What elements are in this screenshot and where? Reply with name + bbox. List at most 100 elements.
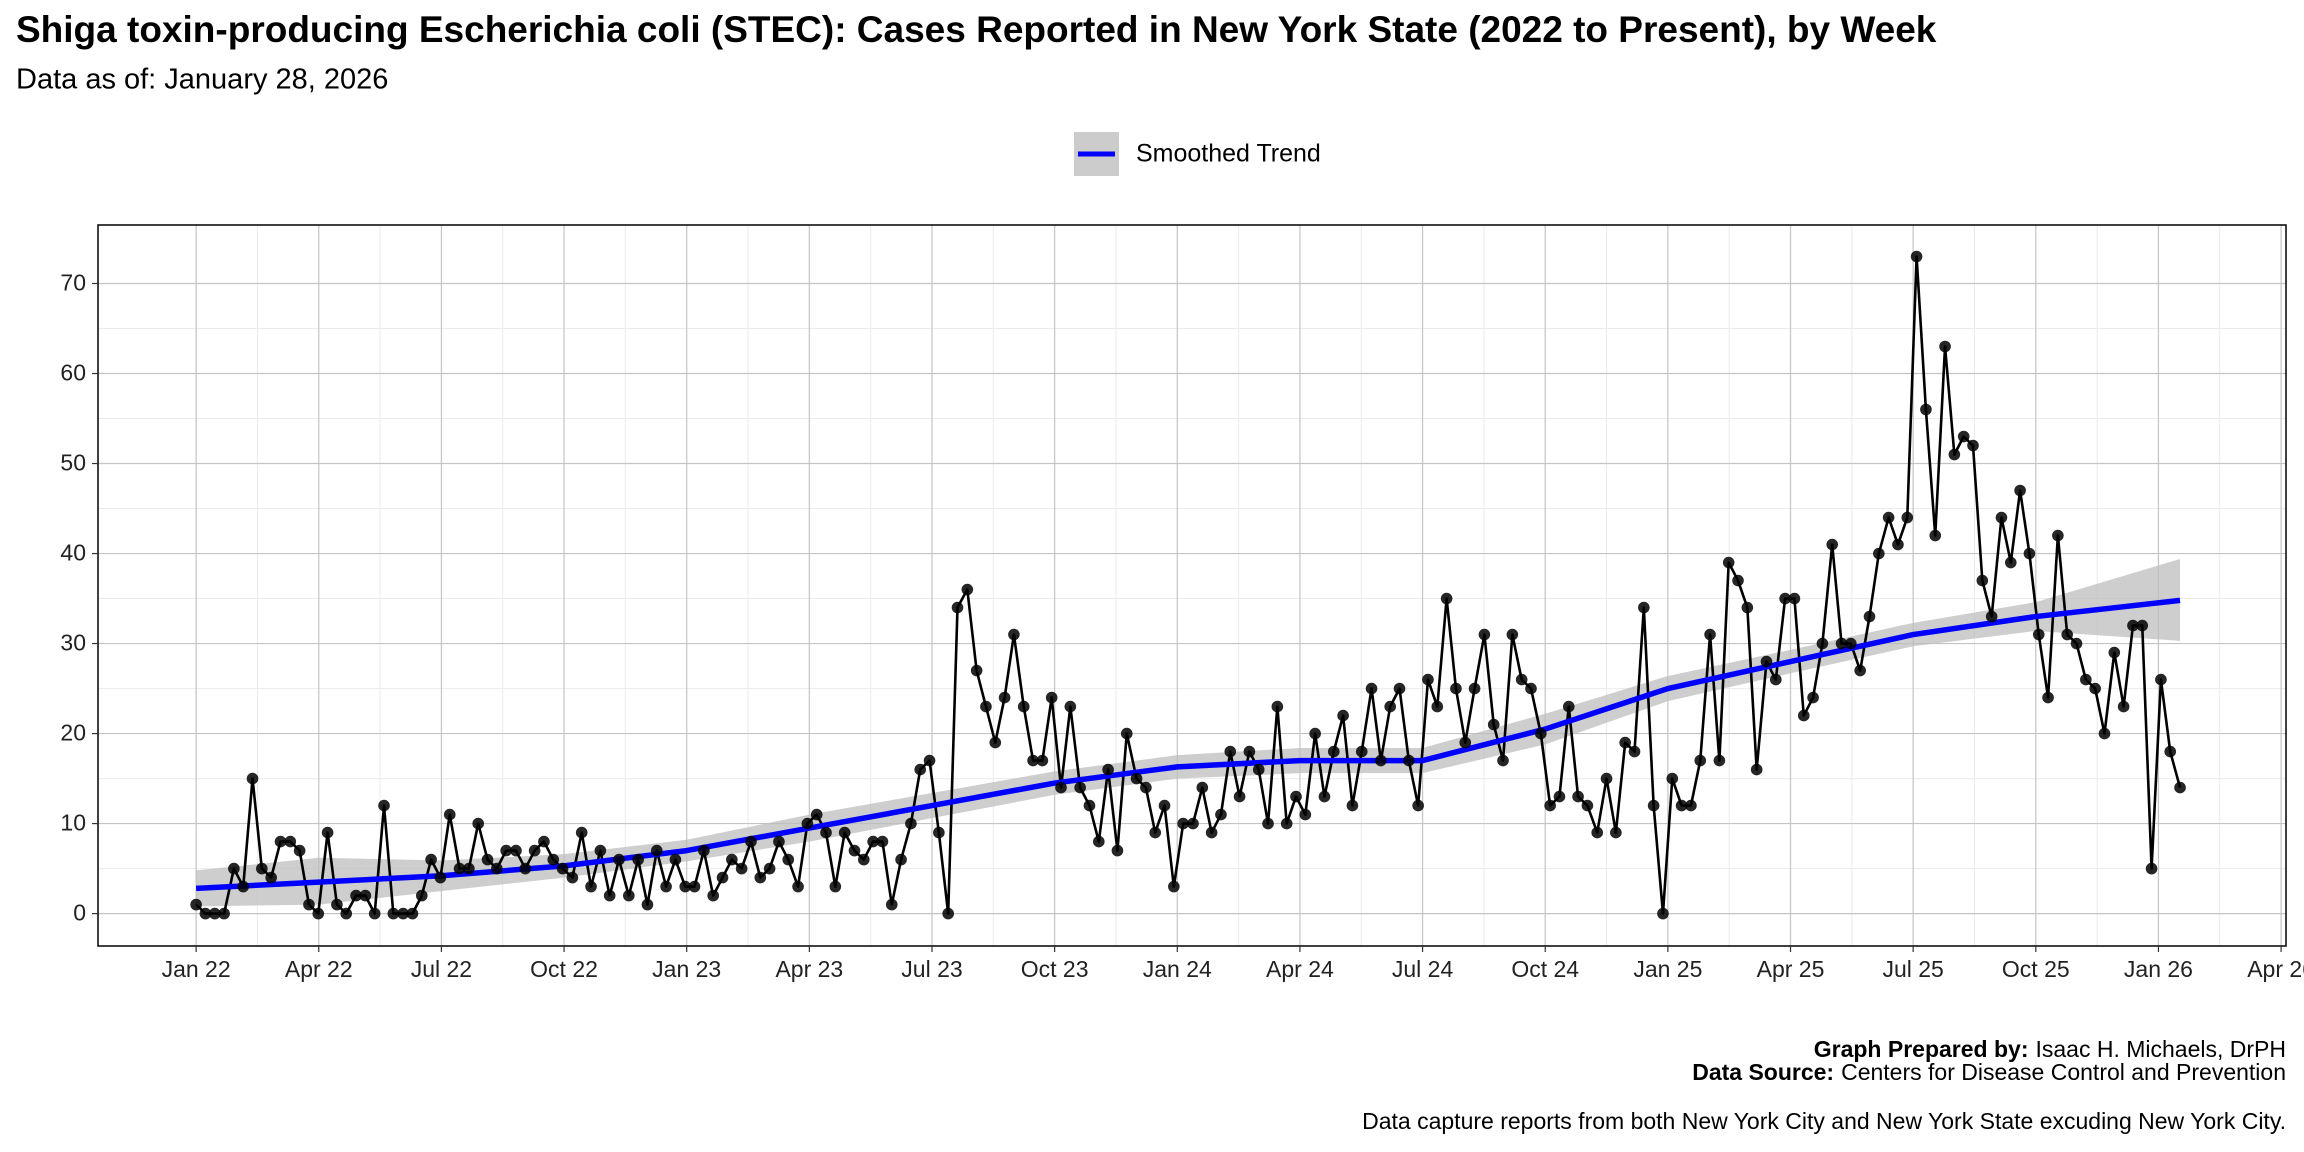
data-point bbox=[1553, 790, 1566, 803]
data-point bbox=[867, 835, 879, 848]
data-point bbox=[1478, 628, 1491, 641]
data-point bbox=[1158, 799, 1171, 812]
data-point bbox=[623, 889, 635, 902]
data-point bbox=[481, 853, 494, 866]
data-point bbox=[1487, 718, 1500, 731]
data-point bbox=[980, 700, 992, 713]
data-point bbox=[650, 844, 663, 857]
data-point bbox=[463, 862, 475, 875]
data-point bbox=[321, 826, 334, 839]
data-point bbox=[1657, 907, 1669, 920]
data-point bbox=[1600, 772, 1613, 785]
data-point bbox=[1638, 601, 1650, 614]
data-point bbox=[2127, 619, 2139, 632]
x-tick-label: Apr 26 bbox=[2247, 956, 2304, 982]
data-point bbox=[293, 844, 306, 857]
data-point bbox=[1346, 799, 1359, 812]
data-point bbox=[491, 862, 503, 875]
data-point bbox=[265, 871, 277, 884]
caption-note: Data capture reports from both New York … bbox=[1362, 1108, 2286, 1134]
data-point bbox=[1262, 817, 1274, 830]
data-point bbox=[1233, 790, 1246, 803]
data-point bbox=[350, 889, 362, 902]
data-point bbox=[2070, 637, 2083, 650]
data-point bbox=[368, 907, 381, 920]
data-point bbox=[848, 844, 861, 857]
data-point bbox=[1957, 430, 1970, 443]
data-point bbox=[914, 763, 927, 776]
data-point bbox=[519, 862, 532, 875]
data-point bbox=[1572, 790, 1584, 803]
x-tick-label: Oct 23 bbox=[1021, 956, 1089, 982]
data-point bbox=[1619, 736, 1631, 749]
data-point bbox=[1045, 691, 1058, 704]
data-point bbox=[594, 844, 607, 857]
data-point bbox=[359, 889, 372, 902]
data-point bbox=[970, 664, 983, 677]
caption-value: Centers for Disease Control and Preventi… bbox=[1841, 1059, 2286, 1085]
data-point bbox=[1788, 592, 1801, 605]
data-point bbox=[1535, 727, 1547, 740]
data-point bbox=[2155, 673, 2167, 686]
data-point bbox=[218, 907, 230, 920]
data-point bbox=[613, 853, 625, 866]
data-point bbox=[1939, 340, 1951, 353]
data-point bbox=[1055, 781, 1067, 794]
data-point bbox=[2080, 673, 2092, 686]
data-point bbox=[1450, 682, 1462, 695]
data-point bbox=[923, 754, 936, 767]
y-tick-label: 30 bbox=[60, 630, 86, 656]
data-point bbox=[472, 817, 485, 830]
data-point bbox=[829, 880, 842, 893]
data-point bbox=[585, 880, 597, 893]
data-point bbox=[1863, 610, 1876, 623]
data-point bbox=[2089, 682, 2101, 695]
legend-label: Smoothed Trend bbox=[1136, 140, 1321, 168]
x-tick-label: Oct 22 bbox=[530, 956, 598, 982]
data-point bbox=[1092, 835, 1105, 848]
data-point bbox=[1882, 511, 1895, 524]
legend: Smoothed Trend bbox=[1074, 132, 1321, 176]
data-point bbox=[500, 844, 512, 857]
x-tick-label: Jul 23 bbox=[901, 956, 962, 982]
data-point bbox=[1243, 745, 1256, 758]
caption-label: Graph Prepared by: bbox=[1814, 1036, 2029, 1062]
data-point bbox=[1459, 736, 1472, 749]
data-point bbox=[1976, 574, 1989, 587]
data-point bbox=[679, 880, 692, 893]
x-tick-label: Jul 22 bbox=[411, 956, 472, 982]
y-tick-label: 20 bbox=[60, 720, 86, 746]
data-point bbox=[998, 691, 1011, 704]
data-point bbox=[1666, 772, 1679, 785]
chart-subtitle: Data as of: January 28, 2026 bbox=[16, 64, 388, 96]
data-point bbox=[961, 583, 974, 596]
data-point bbox=[331, 898, 343, 911]
data-point bbox=[1468, 682, 1481, 695]
data-point bbox=[1027, 754, 1039, 767]
data-point bbox=[1337, 709, 1349, 722]
x-tick-label: Oct 25 bbox=[2002, 956, 2070, 982]
data-point bbox=[1713, 754, 1726, 767]
data-point bbox=[1384, 700, 1396, 713]
data-point bbox=[1845, 637, 1857, 650]
data-point bbox=[1826, 538, 1839, 551]
x-tick-label: Apr 24 bbox=[1266, 956, 1334, 982]
confidence-band bbox=[196, 558, 2181, 907]
data-point bbox=[1036, 754, 1049, 767]
y-tick-label: 0 bbox=[73, 900, 86, 926]
data-point bbox=[256, 862, 268, 875]
x-tick-label: Jan 23 bbox=[652, 956, 721, 982]
data-point bbox=[1722, 556, 1735, 569]
data-point bbox=[1506, 628, 1519, 641]
data-point bbox=[763, 862, 776, 875]
data-point bbox=[660, 880, 672, 893]
data-point bbox=[1083, 799, 1096, 812]
data-point bbox=[1647, 799, 1660, 812]
data-point bbox=[237, 880, 250, 893]
data-point bbox=[1685, 799, 1697, 812]
data-point bbox=[1102, 763, 1114, 776]
data-point bbox=[716, 871, 729, 884]
data-point bbox=[707, 889, 719, 902]
data-point bbox=[2117, 700, 2130, 713]
